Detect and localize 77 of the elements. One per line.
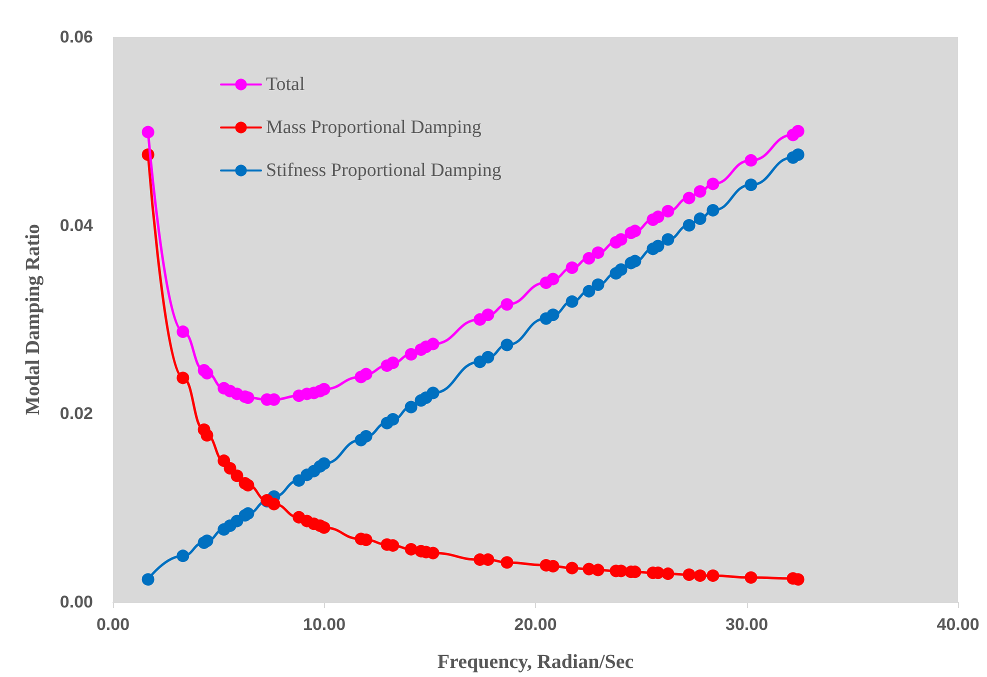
point [706,204,720,217]
y-tick-label: 0.06 [60,28,93,46]
point [744,571,758,584]
y-tick-label: 0.00 [60,592,93,612]
y-tick-label: 0.04 [60,216,94,235]
point [404,400,418,414]
point [268,498,280,510]
point [200,429,214,442]
point [592,246,604,259]
point [230,470,244,482]
point [318,382,330,396]
y-tick-label: 0.02 [60,404,93,424]
point [582,252,596,265]
point [628,254,642,268]
point [744,154,758,167]
point [662,204,674,218]
legend-label: Total [266,74,305,95]
point [200,534,214,548]
point [404,543,418,556]
point [242,507,254,520]
point [200,366,214,380]
point [242,478,254,492]
point [682,568,696,581]
point [566,295,578,308]
point [386,356,400,370]
point [142,573,154,586]
point [614,233,628,246]
x-tick-label: 30.00 [725,615,768,634]
point [662,233,674,246]
point [500,338,514,352]
point [500,556,514,569]
point [318,521,330,534]
point [546,308,560,322]
point [662,568,674,580]
point [176,325,190,338]
point [546,272,560,286]
point [386,413,400,426]
point [176,550,190,562]
x-tick-label: 10.00 [302,615,346,634]
point [694,212,706,225]
point [482,350,494,364]
point [614,263,628,276]
point [628,224,642,238]
x-axis-title: Frequency, Radian/Sec [437,651,634,673]
y-axis-title: Modal Damping Ratio [22,224,44,416]
point [142,126,154,138]
point [318,457,330,470]
point [582,285,596,298]
point [404,348,418,361]
point [694,185,706,198]
point [652,240,664,252]
point [176,372,190,384]
point [706,178,720,190]
legend-label: Mass Proportional Damping [266,117,482,138]
point [566,562,578,574]
point [500,298,514,311]
point [792,148,804,161]
point [360,430,372,443]
point [566,261,578,274]
point [652,210,664,224]
x-tick-label: 0.00 [96,615,130,634]
point [744,178,758,192]
x-tick-label: 20.00 [514,615,557,634]
point [682,192,696,204]
x-tick-label: 40.00 [936,615,980,634]
point [706,569,720,582]
point [694,569,706,582]
point [592,278,604,291]
point [224,462,236,475]
point [360,368,372,380]
point [682,219,696,232]
point [426,338,440,350]
point [426,386,440,400]
legend-label: Stifness Proportional Damping [266,160,502,181]
point [482,308,494,322]
point [592,564,604,576]
point [792,124,804,138]
